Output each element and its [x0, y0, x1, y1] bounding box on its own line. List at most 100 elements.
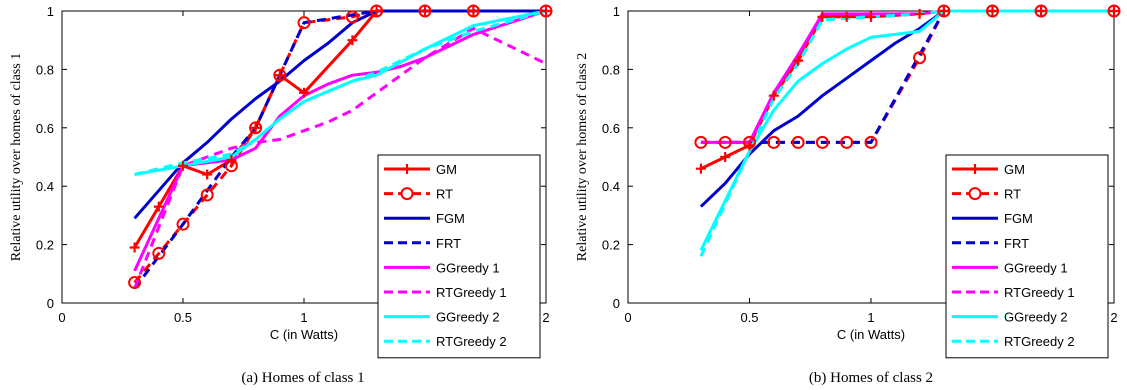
- data-point-rt: [864, 135, 878, 149]
- data-point-gm: [299, 87, 309, 98]
- y-axis-label: Relative utility over homes of class 2: [575, 53, 590, 261]
- y-tick-label: 0.4: [36, 179, 54, 194]
- data-point-gm: [938, 6, 949, 16]
- y-tick-label: 1: [613, 4, 620, 19]
- data-point-rt: [1034, 4, 1048, 18]
- x-tick-label: 0.5: [174, 310, 192, 325]
- data-point-gm: [347, 35, 358, 46]
- legend-label-rt: RT: [436, 187, 453, 202]
- series-line-rtgreedy-1: [133, 27, 547, 289]
- legend-marker-rt: [968, 187, 982, 201]
- x-tick-label: 1: [867, 310, 874, 325]
- data-point-gm: [720, 152, 731, 162]
- legend-marker-gm: [970, 164, 980, 174]
- figure-caption: (a) Homes of class 1: [241, 370, 364, 386]
- chart-panel-1: 00.511.5200.20.40.60.81C (in Watts)Relat…: [9, 4, 553, 386]
- data-point-rt: [539, 4, 553, 18]
- x-tick-label: 0: [624, 310, 631, 325]
- y-tick-label: 0.8: [36, 62, 54, 77]
- legend: GM RT FGM FRT GGreedy 1 RTGreedy 1 GGreedy 2 RT…: [377, 154, 541, 359]
- data-point-gm: [914, 8, 925, 19]
- data-point-rt: [791, 135, 805, 149]
- data-point-rt: [273, 68, 287, 82]
- data-point-rt: [345, 10, 359, 24]
- data-point-rt: [986, 4, 999, 18]
- data-point-rt: [937, 4, 951, 18]
- x-tick-label: 2: [1110, 310, 1117, 325]
- data-point-gm: [202, 169, 213, 180]
- legend-label-rtgreedy-1: RTGreedy 1: [1004, 285, 1075, 300]
- data-point-rt: [718, 135, 732, 149]
- data-point-rt: [176, 217, 190, 231]
- data-point-rt: [418, 4, 432, 18]
- data-point-gm: [274, 70, 285, 81]
- data-point-rt: [200, 188, 214, 202]
- data-point-gm: [178, 160, 188, 171]
- y-tick-label: 0.6: [36, 121, 54, 136]
- y-tick-label: 1: [47, 4, 54, 19]
- data-point-rt: [913, 51, 927, 65]
- data-point-gm: [468, 6, 479, 16]
- data-point-rt: [128, 276, 142, 290]
- series-line-rtgreedy-2: [134, 9, 547, 176]
- legend-label-fgm: FGM: [1004, 211, 1033, 226]
- data-point-rt: [743, 135, 756, 149]
- x-tick-label: 0.5: [740, 310, 758, 325]
- data-point-rt: [466, 4, 480, 18]
- legend-label-gm: GM: [436, 162, 457, 177]
- legend-label-frt: FRT: [1004, 236, 1029, 251]
- y-tick-label: 0.4: [602, 179, 620, 194]
- legend-label-ggreedy-1: GGreedy 1: [1004, 260, 1068, 275]
- data-point-rt: [694, 135, 708, 149]
- legend-label-rt: RT: [1004, 187, 1021, 202]
- x-axis-label: C (in Watts): [837, 327, 905, 342]
- x-tick-label: 0: [58, 310, 65, 325]
- legend-label-ggreedy-2: GGreedy 2: [1004, 310, 1068, 325]
- data-point-rt: [152, 246, 166, 260]
- data-point-rt: [815, 135, 829, 149]
- y-tick-label: 0: [613, 296, 620, 311]
- legend-marker-gm: [402, 164, 412, 174]
- data-point-gm: [817, 11, 828, 22]
- data-point-gm: [371, 6, 382, 16]
- series-line-rtgreedy-2: [699, 9, 1114, 257]
- y-axis-label: Relative utility over homes of class 1: [9, 53, 24, 261]
- y-tick-label: 0.2: [36, 238, 54, 253]
- data-point-gm: [1109, 6, 1119, 16]
- data-point-rt: [767, 135, 781, 149]
- chart-panel-2: 00.511.5200.20.40.60.81C (in Watts)Relat…: [575, 4, 1121, 386]
- legend-box: [377, 154, 541, 359]
- data-point-gm: [793, 55, 804, 66]
- data-point-gm: [541, 6, 551, 16]
- data-point-rt: [840, 135, 854, 149]
- x-tick-label: 1: [300, 310, 307, 325]
- data-point-rt: [1107, 4, 1121, 18]
- legend-label-gm: GM: [1004, 162, 1025, 177]
- legend-box: [945, 154, 1109, 359]
- data-point-gm: [420, 6, 430, 16]
- y-tick-label: 0: [47, 296, 54, 311]
- legend-label-rtgreedy-1: RTGreedy 1: [436, 285, 507, 300]
- y-tick-label: 0.6: [602, 121, 620, 136]
- legend-label-ggreedy-2: GGreedy 2: [436, 310, 500, 325]
- data-point-gm: [153, 201, 164, 212]
- data-point-gm: [768, 90, 779, 101]
- data-point-rt: [249, 121, 263, 135]
- data-point-gm: [695, 163, 706, 174]
- legend-label-rtgreedy-2: RTGreedy 2: [1004, 334, 1075, 349]
- data-point-rt: [370, 4, 384, 18]
- data-point-gm: [987, 6, 998, 16]
- legend-label-frt: FRT: [436, 236, 461, 251]
- figure-caption: (b) Homes of class 2: [809, 370, 933, 386]
- legend-label-fgm: FGM: [436, 211, 465, 226]
- data-point-rt: [297, 16, 311, 30]
- legend-label-ggreedy-1: GGreedy 1: [436, 260, 500, 275]
- data-point-gm: [1036, 6, 1047, 16]
- data-point-gm: [841, 11, 852, 22]
- legend: GM RT FGM FRT GGreedy 1 RTGreedy 1 GGreedy 2 RT…: [945, 154, 1109, 359]
- legend-label-rtgreedy-2: RTGreedy 2: [436, 334, 507, 349]
- legend-marker-rt: [400, 187, 414, 201]
- x-axis-label: C (in Watts): [270, 327, 338, 342]
- data-point-gm: [250, 122, 261, 133]
